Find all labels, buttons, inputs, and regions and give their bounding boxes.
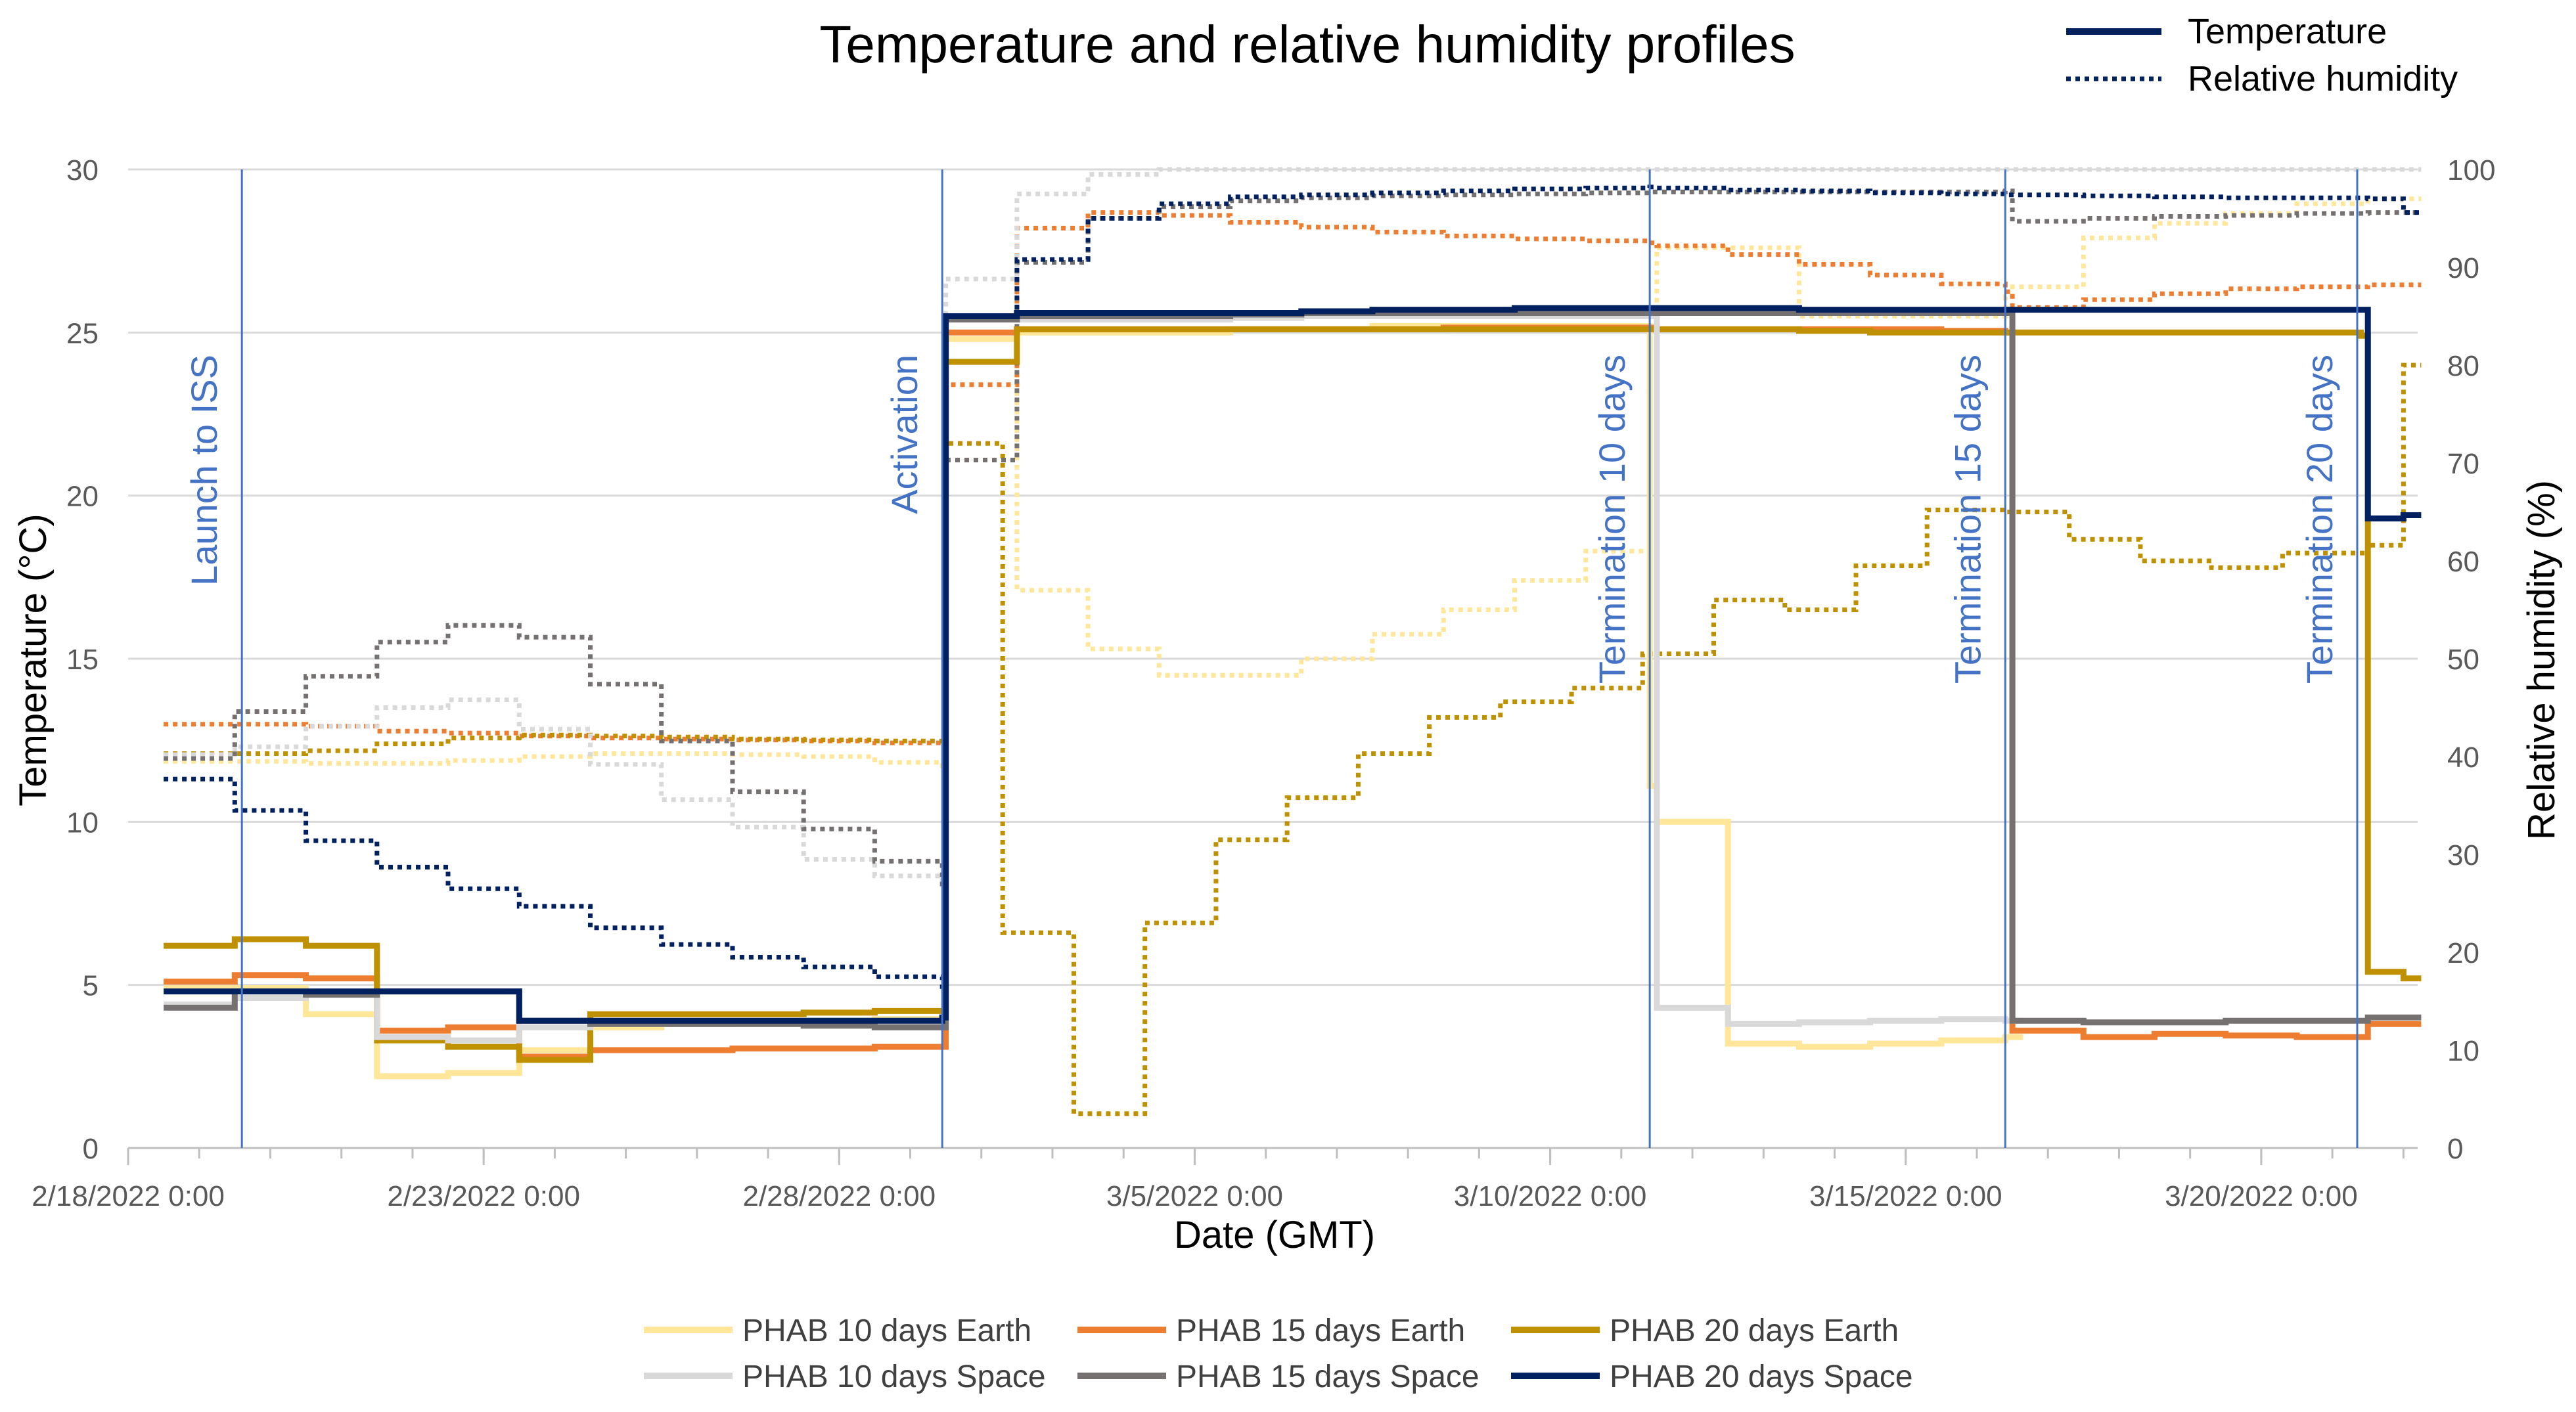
phab-10-days-earth-temperature-line bbox=[164, 322, 2023, 1080]
phab-20-days-earth-humidity-line bbox=[164, 363, 2422, 1116]
phab-20-days-space-humidity-line bbox=[164, 185, 2422, 989]
event-label: Launch to ISS bbox=[183, 355, 225, 586]
x-tick-label: 2/28/2022 0:00 bbox=[742, 1180, 936, 1212]
grid bbox=[128, 168, 2418, 1149]
x-tick-label: 2/23/2022 0:00 bbox=[387, 1180, 580, 1212]
x-tick-label: 2/18/2022 0:00 bbox=[32, 1180, 225, 1212]
phab-20-days-earth-temperature-line bbox=[164, 326, 2422, 1063]
y-axis-label: Temperature (°C) bbox=[12, 514, 55, 806]
y2-tick-label: 20 bbox=[2447, 937, 2479, 969]
phab-10-days-space-humidity-line bbox=[164, 167, 2422, 887]
series-legend-label: PHAB 10 days Earth bbox=[742, 1313, 1031, 1348]
y2-tick-label: 80 bbox=[2447, 350, 2479, 382]
series-legend-label: PHAB 10 days Space bbox=[742, 1359, 1046, 1394]
phab-15-days-earth-humidity-line bbox=[164, 210, 2422, 747]
phab-15-days-earth-temperature-line bbox=[164, 324, 2422, 1060]
y2-tick-label: 50 bbox=[2447, 644, 2479, 676]
y2-axis-label: Relative humidity (%) bbox=[2520, 480, 2563, 840]
series-legend: PHAB 10 days Earth PHAB 15 days Earth PHAB… bbox=[644, 1313, 1913, 1394]
x-tick-label: 3/10/2022 0:00 bbox=[1454, 1180, 1647, 1212]
y-tick-label: 10 bbox=[66, 806, 99, 839]
chart-title: Temperature and relative humidity profil… bbox=[819, 15, 1795, 74]
y-tick-label: 30 bbox=[66, 154, 99, 187]
series-legend-label: PHAB 15 days Space bbox=[1176, 1359, 1480, 1394]
x-tick-label: 3/15/2022 0:00 bbox=[1809, 1180, 2002, 1212]
style-legend: Temperature Relative humidity bbox=[2066, 12, 2458, 99]
series-legend-label: PHAB 15 days Earth bbox=[1176, 1313, 1465, 1348]
event-label: Activation bbox=[884, 355, 925, 514]
y2-tick-label: 10 bbox=[2447, 1035, 2479, 1067]
axes: 0 5 10 15 20 25 30 0 10 20 30 40 50 60 70 80 90 100 2/18/2… bbox=[32, 154, 2495, 1212]
style-legend-label: Temperature bbox=[2188, 12, 2387, 51]
y2-tick-label: 30 bbox=[2447, 839, 2479, 871]
event-label: Termination 20 days bbox=[2299, 355, 2340, 684]
phab-10-days-earth-humidity-line bbox=[164, 196, 2422, 771]
event-label: Termination 15 days bbox=[1947, 355, 1988, 684]
event-label: Termination 10 days bbox=[1591, 355, 1633, 684]
y-tick-label: 15 bbox=[66, 644, 99, 676]
y-tick-label: 25 bbox=[66, 317, 99, 349]
y2-tick-label: 60 bbox=[2447, 546, 2479, 578]
phab-10-days-space-temperature-line bbox=[164, 313, 2023, 1044]
series-legend-label: PHAB 20 days Space bbox=[1610, 1359, 1913, 1394]
y-tick-label: 0 bbox=[83, 1133, 99, 1165]
y2-tick-label: 90 bbox=[2447, 252, 2479, 284]
phab-15-days-space-temperature-line bbox=[164, 310, 2422, 1030]
y2-tick-label: 0 bbox=[2447, 1133, 2463, 1165]
y2-tick-label: 100 bbox=[2447, 154, 2495, 187]
event-markers: Launch to ISS Activation Termination 10 da… bbox=[183, 169, 2359, 1148]
y2-tick-label: 40 bbox=[2447, 741, 2479, 774]
y2-tick-label: 70 bbox=[2447, 448, 2479, 480]
phab-20-days-space-temperature-line bbox=[164, 305, 2422, 1024]
phab-15-days-space-humidity-line bbox=[164, 188, 2422, 893]
y-tick-label: 20 bbox=[66, 481, 99, 513]
x-tick-label: 3/20/2022 0:00 bbox=[2165, 1180, 2358, 1212]
x-tick-label: 3/5/2022 0:00 bbox=[1106, 1180, 1283, 1212]
x-axis-label: Date (GMT) bbox=[1174, 1214, 1375, 1256]
y-tick-label: 5 bbox=[83, 970, 99, 1002]
style-legend-label: Relative humidity bbox=[2188, 59, 2458, 99]
temperature-series-group bbox=[164, 305, 2422, 1080]
series-legend-label: PHAB 20 days Earth bbox=[1610, 1313, 1899, 1348]
